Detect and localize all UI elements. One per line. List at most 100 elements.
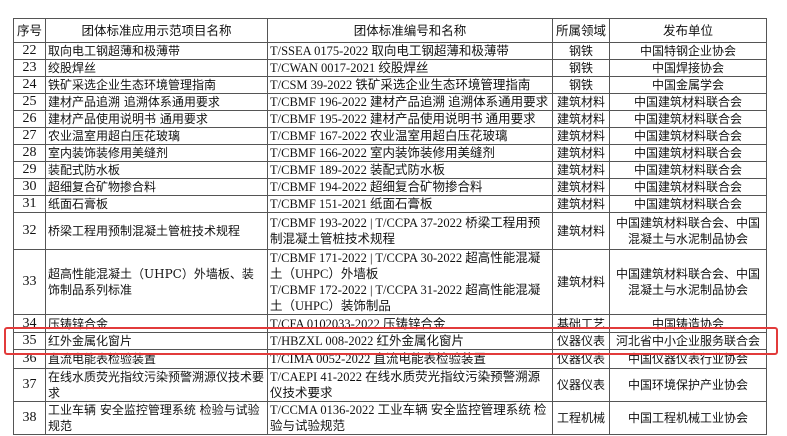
row-number: 35 <box>13 332 46 350</box>
row-number: 22 <box>13 42 46 60</box>
table-row: 34 压铸锌合金 T/CFA 0102033-2022 压铸锌合金 基础工艺 中国铸造协… <box>13 314 767 333</box>
publisher: 中国建筑材料联合会 <box>609 178 767 196</box>
standard-code-name: T/CSM 39-2022 铁矿采选企业生态环境管理指南 <box>267 76 553 94</box>
publisher: 中国建筑材料联合会、中国混凝土与水泥制品协会 <box>609 212 767 250</box>
publisher: 中国特钢企业协会 <box>609 42 767 60</box>
project-name: 建材产品使用说明书 通用要求 <box>45 110 268 128</box>
field: 仪器仪表 <box>552 349 610 369</box>
row-number: 32 <box>13 212 46 250</box>
row-number: 27 <box>13 127 46 145</box>
table-row: 37 在线水质荧光指纹污染预警溯源仪技术要求 T/CAEPI 41-2022 在线水… <box>13 368 767 402</box>
publisher: 中国建筑材料联合会、中国混凝土与水泥制品协会 <box>609 249 767 315</box>
standard-code-name: T/CBMF 171-2022 | T/CCPA 30-2022 超高性能混凝土… <box>267 249 553 315</box>
row-number: 29 <box>13 161 46 179</box>
table-row: 36 直流电能表检验装置 T/CIMA 0052-2022 直流电能表检验装置 仪器仪… <box>13 349 767 369</box>
standard-code-name: T/CIMA 0052-2022 直流电能表检验装置 <box>267 349 553 369</box>
project-name: 工业车辆 安全监控管理系统 检验与试验规范 <box>45 401 268 435</box>
table-row: 28 室内装饰装修用美缝剂 T/CBMF 166-2022 室内装饰装修用美缝剂 建筑… <box>13 144 767 162</box>
row-number: 33 <box>13 249 46 315</box>
field: 工程机械 <box>552 401 610 435</box>
table-row: 25 建材产品追溯 追溯体系通用要求 T/CBMF 196-2022 建材产品追溯 … <box>13 93 767 111</box>
standard-code-name: T/CBMF 195-2022 建材产品使用说明书 通用要求 <box>267 110 553 128</box>
row-number: 24 <box>13 76 46 94</box>
publisher: 河北省中小企业服务联合会 <box>609 332 767 350</box>
standard-code-name: T/CBMF 194-2022 超细复合矿物掺合料 <box>267 178 553 196</box>
header-standard: 团体标准编号和名称 <box>267 18 553 43</box>
publisher: 中国工程机械工业协会 <box>609 401 767 435</box>
field: 建筑材料 <box>552 93 610 111</box>
project-name: 超细复合矿物掺合料 <box>45 178 268 196</box>
standard-line: T/CBMF 172-2022 | T/CCPA 31-2022 超高性能混凝土… <box>270 283 541 313</box>
row-number: 26 <box>13 110 46 128</box>
table-row: 31 纸面石膏板 T/CBMF 151-2021 纸面石膏板 建筑材料 中国建筑材料联合… <box>13 195 767 213</box>
project-name: 绞股焊丝 <box>45 59 268 77</box>
project-name: 纸面石膏板 <box>45 195 268 213</box>
publisher: 中国焊接协会 <box>609 59 767 77</box>
publisher: 中国建筑材料联合会 <box>609 93 767 111</box>
table-row: 32 桥梁工程用预制混凝土管桩技术规程 T/CBMF 193-2022 | T/CC… <box>13 212 767 250</box>
table-row: 38 工业车辆 安全监控管理系统 检验与试验规范 T/CCMA 0136-2022 … <box>13 401 767 435</box>
row-number: 36 <box>13 349 46 369</box>
standard-code-name: T/CBMF 193-2022 | T/CCPA 37-2022 桥梁工程用预制… <box>267 212 553 250</box>
table-row: 35 红外金属化窗片 T/HBZXL 008-2022 红外金属化窗片 仪器仪表 河北省… <box>13 332 767 350</box>
project-name: 室内装饰装修用美缝剂 <box>45 144 268 162</box>
standard-line: T/CBMF 171-2022 | T/CCPA 30-2022 超高性能混凝土… <box>270 251 541 281</box>
field: 建筑材料 <box>552 127 610 145</box>
field: 建筑材料 <box>552 249 610 315</box>
field: 钢铁 <box>552 76 610 94</box>
project-name: 桥梁工程用预制混凝土管桩技术规程 <box>45 212 268 250</box>
standard-code-name: T/CFA 0102033-2022 压铸锌合金 <box>267 314 553 333</box>
row-number: 25 <box>13 93 46 111</box>
header-name: 团体标准应用示范项目名称 <box>45 18 268 43</box>
standard-code-name: T/SSEA 0175-2022 取向电工钢超薄和极薄带 <box>267 42 553 60</box>
standard-code-name: T/CWAN 0017-2021 绞股焊丝 <box>267 59 553 77</box>
publisher: 中国金属学会 <box>609 76 767 94</box>
table-row: 23 绞股焊丝 T/CWAN 0017-2021 绞股焊丝 钢铁 中国焊接协会 <box>13 59 767 77</box>
field: 钢铁 <box>552 59 610 77</box>
row-number: 38 <box>13 401 46 435</box>
standard-code-name: T/HBZXL 008-2022 红外金属化窗片 <box>267 332 553 350</box>
project-name: 压铸锌合金 <box>45 314 268 333</box>
field: 基础工艺 <box>552 314 610 333</box>
table-row: 33 超高性能混凝土（UHPC）外墙板、装饰制品系列标准 T/CBMF 171-20… <box>13 249 767 315</box>
publisher: 中国建筑材料联合会 <box>609 161 767 179</box>
project-name: 取向电工钢超薄和极薄带 <box>45 42 268 60</box>
row-number: 34 <box>13 314 46 333</box>
field: 建筑材料 <box>552 161 610 179</box>
standard-code-name: T/CBMF 166-2022 室内装饰装修用美缝剂 <box>267 144 553 162</box>
table-row: 24 铁矿采选企业生态环境管理指南 T/CSM 39-2022 铁矿采选企业生态环境… <box>13 76 767 94</box>
standard-code-name: T/CBMF 189-2022 装配式防水板 <box>267 161 553 179</box>
field: 建筑材料 <box>552 195 610 213</box>
header-field: 所属领域 <box>552 18 610 43</box>
row-number: 23 <box>13 59 46 77</box>
project-name: 超高性能混凝土（UHPC）外墙板、装饰制品系列标准 <box>45 249 268 315</box>
header-publisher: 发布单位 <box>609 18 767 43</box>
standard-code-name: T/CBMF 151-2021 纸面石膏板 <box>267 195 553 213</box>
row-number: 31 <box>13 195 46 213</box>
table-row: 30 超细复合矿物掺合料 T/CBMF 194-2022 超细复合矿物掺合料 建筑材料… <box>13 178 767 196</box>
field: 建筑材料 <box>552 144 610 162</box>
table-header-row: 序号 团体标准应用示范项目名称 团体标准编号和名称 所属领域 发布单位 <box>13 18 767 43</box>
publisher: 中国铸造协会 <box>609 314 767 333</box>
publisher: 中国建筑材料联合会 <box>609 144 767 162</box>
publisher: 中国建筑材料联合会 <box>609 195 767 213</box>
row-number: 28 <box>13 144 46 162</box>
standards-table: 序号 团体标准应用示范项目名称 团体标准编号和名称 所属领域 发布单位 22 取向… <box>13 18 767 435</box>
field: 建筑材料 <box>552 178 610 196</box>
standard-code-name: T/CBMF 167-2022 农业温室用超白压花玻璃 <box>267 127 553 145</box>
standard-code-name: T/CCMA 0136-2022 工业车辆 安全监控管理系统 检验与试验规范 <box>267 401 553 435</box>
row-number: 30 <box>13 178 46 196</box>
table-row: 26 建材产品使用说明书 通用要求 T/CBMF 195-2022 建材产品使用说明… <box>13 110 767 128</box>
field: 仪器仪表 <box>552 332 610 350</box>
project-name: 农业温室用超白压花玻璃 <box>45 127 268 145</box>
publisher: 中国环境保护产业协会 <box>609 368 767 402</box>
header-no: 序号 <box>13 18 46 43</box>
table-row: 22 取向电工钢超薄和极薄带 T/SSEA 0175-2022 取向电工钢超薄和极薄… <box>13 42 767 60</box>
row-number: 37 <box>13 368 46 402</box>
field: 钢铁 <box>552 42 610 60</box>
table-row: 29 装配式防水板 T/CBMF 189-2022 装配式防水板 建筑材料 中国建筑材料… <box>13 161 767 179</box>
publisher: 中国仪器仪表行业协会 <box>609 349 767 369</box>
project-name: 建材产品追溯 追溯体系通用要求 <box>45 93 268 111</box>
project-name: 铁矿采选企业生态环境管理指南 <box>45 76 268 94</box>
project-name: 红外金属化窗片 <box>45 332 268 350</box>
